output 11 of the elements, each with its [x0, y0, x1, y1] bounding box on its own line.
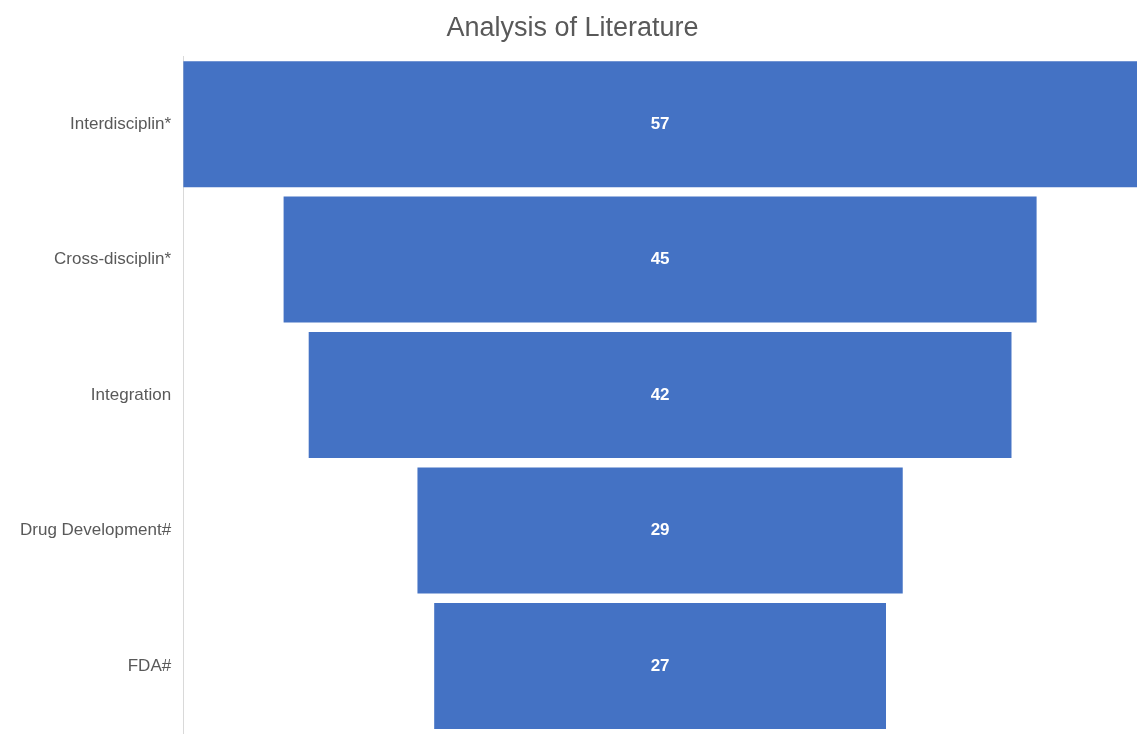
data-label: 57 [650, 113, 670, 133]
data-label: 29 [650, 520, 670, 540]
data-label: 45 [650, 249, 670, 269]
data-label: 27 [650, 655, 670, 675]
data-label: 42 [650, 384, 670, 404]
category-label: FDA# [127, 655, 172, 675]
category-label: Drug Development# [19, 520, 172, 540]
category-label: Cross-disciplin* [54, 249, 172, 269]
text: Analysis of Literature [446, 11, 699, 42]
category-label: Integration [90, 384, 172, 404]
category-label: Interdisciplin* [70, 113, 172, 133]
